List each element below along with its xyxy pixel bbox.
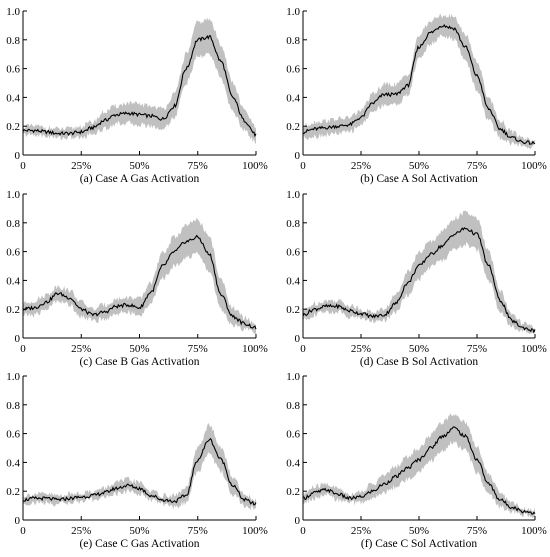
x-tick-label: 75% [467, 343, 487, 355]
variability-band [23, 217, 256, 335]
y-tick-label: 0 [15, 150, 21, 162]
y-tick-label: 0.4 [286, 92, 300, 104]
y-tick-label: 0.2 [286, 486, 300, 498]
x-tick-label: 50% [129, 525, 149, 537]
x-tick-label: 0 [300, 343, 306, 355]
x-tick-label: 25% [351, 343, 371, 355]
x-tick-label: 50% [409, 525, 429, 537]
variability-band [303, 210, 535, 335]
y-tick-label: 0.4 [6, 457, 20, 469]
chart-panel-1: 0 0.2 0.4 0.6 0.8 1.0 0 25% 50% 75% 100% (a) Case A… [6, 6, 268, 185]
y-tick-label: 0.6 [286, 64, 300, 76]
panel-caption: (b) Case A Sol Activation [360, 173, 478, 185]
y-tick-label: 0.2 [6, 486, 20, 498]
mean-activation-line [302, 23, 536, 145]
mean-activation-line [22, 34, 257, 138]
x-tick-label: 50% [409, 343, 429, 355]
y-tick-label: 1.0 [286, 189, 300, 201]
y-tick-label: 0.2 [6, 304, 20, 316]
x-tick-label: 75% [467, 160, 487, 172]
x-tick-label: 0 [20, 525, 26, 537]
x-tick-label: 100% [521, 160, 547, 172]
x-tick-label: 50% [129, 160, 149, 172]
x-tick-label: 25% [351, 525, 371, 537]
x-tick-label: 0 [300, 160, 306, 172]
y-tick-label: 0 [295, 333, 301, 345]
y-tick-label: 0.8 [6, 400, 20, 412]
y-tick-label: 1.0 [286, 371, 300, 383]
mean-activation-line [302, 426, 536, 515]
y-tick-label: 0 [15, 515, 21, 527]
mean-activation-line [22, 437, 257, 506]
y-tick-label: 0.4 [286, 457, 300, 469]
variability-band [23, 422, 256, 511]
x-tick-label: 25% [351, 160, 371, 172]
y-tick-label: 0.8 [6, 218, 20, 230]
y-tick-label: 0.6 [6, 247, 20, 259]
y-tick-label: 0.4 [286, 275, 300, 287]
y-tick-label: 1.0 [286, 6, 300, 18]
x-tick-label: 25% [71, 343, 91, 355]
y-tick-label: 0 [295, 515, 301, 527]
y-tick-label: 0.8 [6, 35, 20, 47]
chart-panel-6: 0 0.2 0.4 0.6 0.8 1.0 0 25% 50% 75% 100% (f) Case C… [286, 371, 547, 550]
x-tick-label: 100% [521, 525, 547, 537]
panel-caption: (e) Case C Gas Activation [79, 538, 199, 550]
y-tick-label: 0.8 [286, 35, 300, 47]
x-tick-label: 100% [521, 343, 547, 355]
panel-caption: (f) Case C Sol Activation [361, 538, 478, 550]
chart-panel-4: 0 0.2 0.4 0.6 0.8 1.0 0 25% 50% 75% 100% (d) Case B… [286, 189, 547, 368]
chart-panel-5: 0 0.2 0.4 0.6 0.8 1.0 0 25% 50% 75% 100% (e) Case C… [6, 371, 268, 550]
variability-band [303, 413, 535, 519]
y-tick-label: 1.0 [6, 189, 20, 201]
y-tick-label: 0.2 [286, 304, 300, 316]
x-tick-label: 75% [188, 525, 208, 537]
variability-band [303, 13, 535, 150]
x-tick-label: 25% [71, 160, 91, 172]
x-tick-label: 50% [129, 343, 149, 355]
x-tick-label: 100% [242, 343, 268, 355]
y-tick-label: 0 [295, 150, 301, 162]
y-tick-label: 0.8 [286, 400, 300, 412]
y-tick-label: 0.6 [6, 429, 20, 441]
x-tick-label: 75% [188, 160, 208, 172]
y-tick-label: 1.0 [6, 6, 20, 18]
variability-band [23, 17, 256, 145]
chart-panel-2: 0 0.2 0.4 0.6 0.8 1.0 0 25% 50% 75% 100% (b) Case A… [286, 6, 547, 185]
panel-caption: (a) Case A Gas Activation [80, 173, 200, 185]
x-tick-label: 0 [300, 525, 306, 537]
x-tick-label: 75% [188, 343, 208, 355]
panel-caption: (d) Case B Sol Activation [360, 356, 478, 368]
x-tick-label: 0 [20, 160, 26, 172]
x-tick-label: 50% [409, 160, 429, 172]
y-tick-label: 0.6 [286, 247, 300, 259]
y-tick-label: 0.6 [286, 429, 300, 441]
x-tick-label: 75% [467, 525, 487, 537]
y-tick-label: 0.4 [6, 275, 20, 287]
y-tick-label: 0 [15, 333, 21, 345]
y-tick-label: 0.2 [6, 121, 20, 133]
x-tick-label: 0 [20, 343, 26, 355]
y-tick-label: 0.4 [6, 92, 20, 104]
y-tick-label: 0.2 [286, 121, 300, 133]
mean-activation-line [302, 226, 536, 334]
chart-panel-3: 0 0.2 0.4 0.6 0.8 1.0 0 25% 50% 75% 100% (c) Case B… [6, 189, 268, 368]
y-tick-label: 0.6 [6, 64, 20, 76]
x-tick-label: 25% [71, 525, 91, 537]
y-tick-label: 0.8 [286, 218, 300, 230]
x-tick-label: 100% [242, 160, 268, 172]
mean-activation-line [22, 234, 257, 330]
x-tick-label: 100% [242, 525, 268, 537]
panel-caption: (c) Case B Gas Activation [79, 356, 199, 368]
y-tick-label: 1.0 [6, 371, 20, 383]
